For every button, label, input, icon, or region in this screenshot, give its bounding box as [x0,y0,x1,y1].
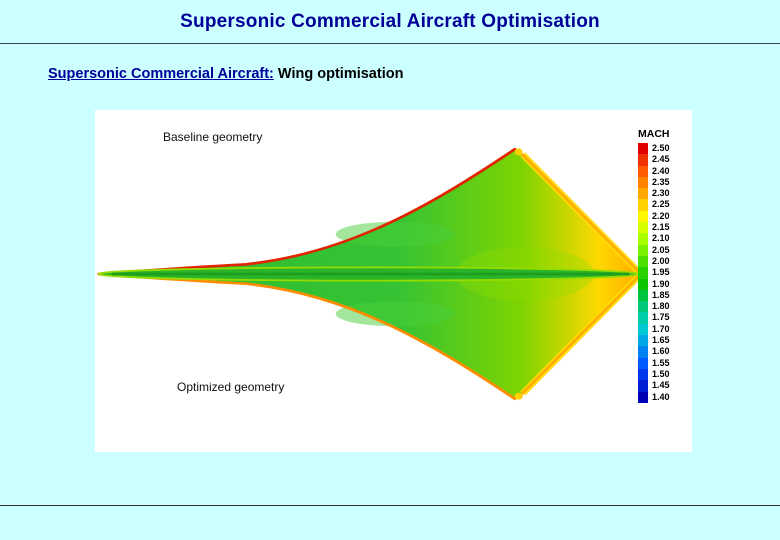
legend-color-swatch [638,233,648,245]
mach-contour-plot [97,147,642,401]
legend-value-label: 1.60 [652,346,670,357]
subtitle-lead: Supersonic Commercial Aircraft: [48,66,274,82]
legend-color-swatch [638,278,648,290]
legend-color-swatch [638,312,648,324]
legend-value-label: 2.15 [652,222,670,233]
legend-value-label: 2.00 [652,255,670,266]
bottom-rule [0,505,780,506]
legend-entry: 2.00 [638,255,682,268]
subtitle-rest: Wing optimisation [273,66,404,82]
legend-color-swatch [638,267,648,279]
legend-color-swatch [638,176,648,189]
legend-entry: 2.05 [638,244,682,256]
legend-entry: 1.90 [638,278,682,290]
legend-color-swatch [638,380,648,392]
legend-color-swatch [638,357,648,369]
mach-legend-title: MACH [638,128,670,140]
legend-entry: 1.45 [638,380,682,392]
legend-entry: 2.45 [638,154,682,166]
legend-entry: 1.80 [638,301,682,313]
legend-entry: 1.60 [638,346,682,358]
baseline-geometry-label: Baseline geometry [163,130,263,144]
legend-color-swatch [638,154,648,166]
legend-color-swatch [638,368,648,381]
legend-value-label: 1.75 [652,312,670,323]
legend-color-swatch [638,289,648,302]
legend-value-label: 2.10 [652,233,670,244]
legend-value-label: 1.90 [652,278,670,289]
legend-entry: 2.10 [638,233,682,245]
legend-value-label: 2.20 [652,210,670,221]
slide-title: Supersonic Commercial Aircraft Optimisat… [180,11,600,32]
legend-value-label: 1.40 [652,391,670,402]
legend-color-swatch [638,210,648,223]
legend-value-label: 1.85 [652,289,670,300]
legend-value-label: 2.40 [652,165,670,176]
legend-entry: 1.40 [638,391,682,403]
legend-value-label: 2.45 [652,154,670,165]
legend-color-swatch [638,255,648,268]
legend-color-swatch [638,165,648,177]
legend-entry: 1.85 [638,289,682,302]
legend-value-label: 2.05 [652,244,670,255]
optimized-geometry-label: Optimized geometry [177,380,285,394]
legend-entry: 2.15 [638,222,682,234]
legend-entry: 1.50 [638,368,682,381]
legend-entry: 1.55 [638,357,682,369]
legend-value-label: 2.30 [652,188,670,199]
legend-entry: 1.70 [638,323,682,336]
legend-entry: 2.30 [638,188,682,200]
legend-entry: 2.50 [638,143,682,155]
legend-color-swatch [638,301,648,313]
legend-color-swatch [638,143,648,155]
figure-panel: Baseline geometry Optimized geometry [95,110,692,452]
legend-value-label: 1.45 [652,380,670,391]
legend-entry: 1.95 [638,267,682,279]
title-rule [0,43,780,44]
legend-value-label: 1.80 [652,301,670,312]
legend-color-swatch [638,323,648,336]
legend-entry: 1.65 [638,335,682,347]
slide-subtitle: Supersonic Commercial Aircraft: Wing opt… [48,66,403,82]
legend-entry: 2.35 [638,176,682,189]
legend-value-label: 1.70 [652,323,670,334]
legend-value-label: 1.95 [652,267,670,278]
legend-color-swatch [638,391,648,403]
legend-entry: 1.75 [638,312,682,324]
legend-entry: 2.20 [638,210,682,223]
mach-legend: MACH 2.50 2.45 2.40 2.35 2.30 2.25 2.20 2.15 2.1… [638,128,682,403]
legend-value-label: 1.55 [652,357,670,368]
legend-color-swatch [638,188,648,200]
legend-color-swatch [638,244,648,256]
legend-value-label: 1.65 [652,335,670,346]
legend-entry: 2.25 [638,199,682,211]
legend-color-swatch [638,335,648,347]
legend-color-swatch [638,222,648,234]
legend-value-label: 1.50 [652,368,670,379]
legend-value-label: 2.35 [652,176,670,187]
legend-value-label: 2.50 [652,143,670,153]
legend-value-label: 2.25 [652,199,670,210]
legend-color-swatch [638,199,648,211]
mach-legend-rows: 2.50 2.45 2.40 2.35 2.30 2.25 2.20 2.15 2.10 2.05… [638,143,682,403]
legend-color-swatch [638,346,648,358]
legend-entry: 2.40 [638,165,682,177]
